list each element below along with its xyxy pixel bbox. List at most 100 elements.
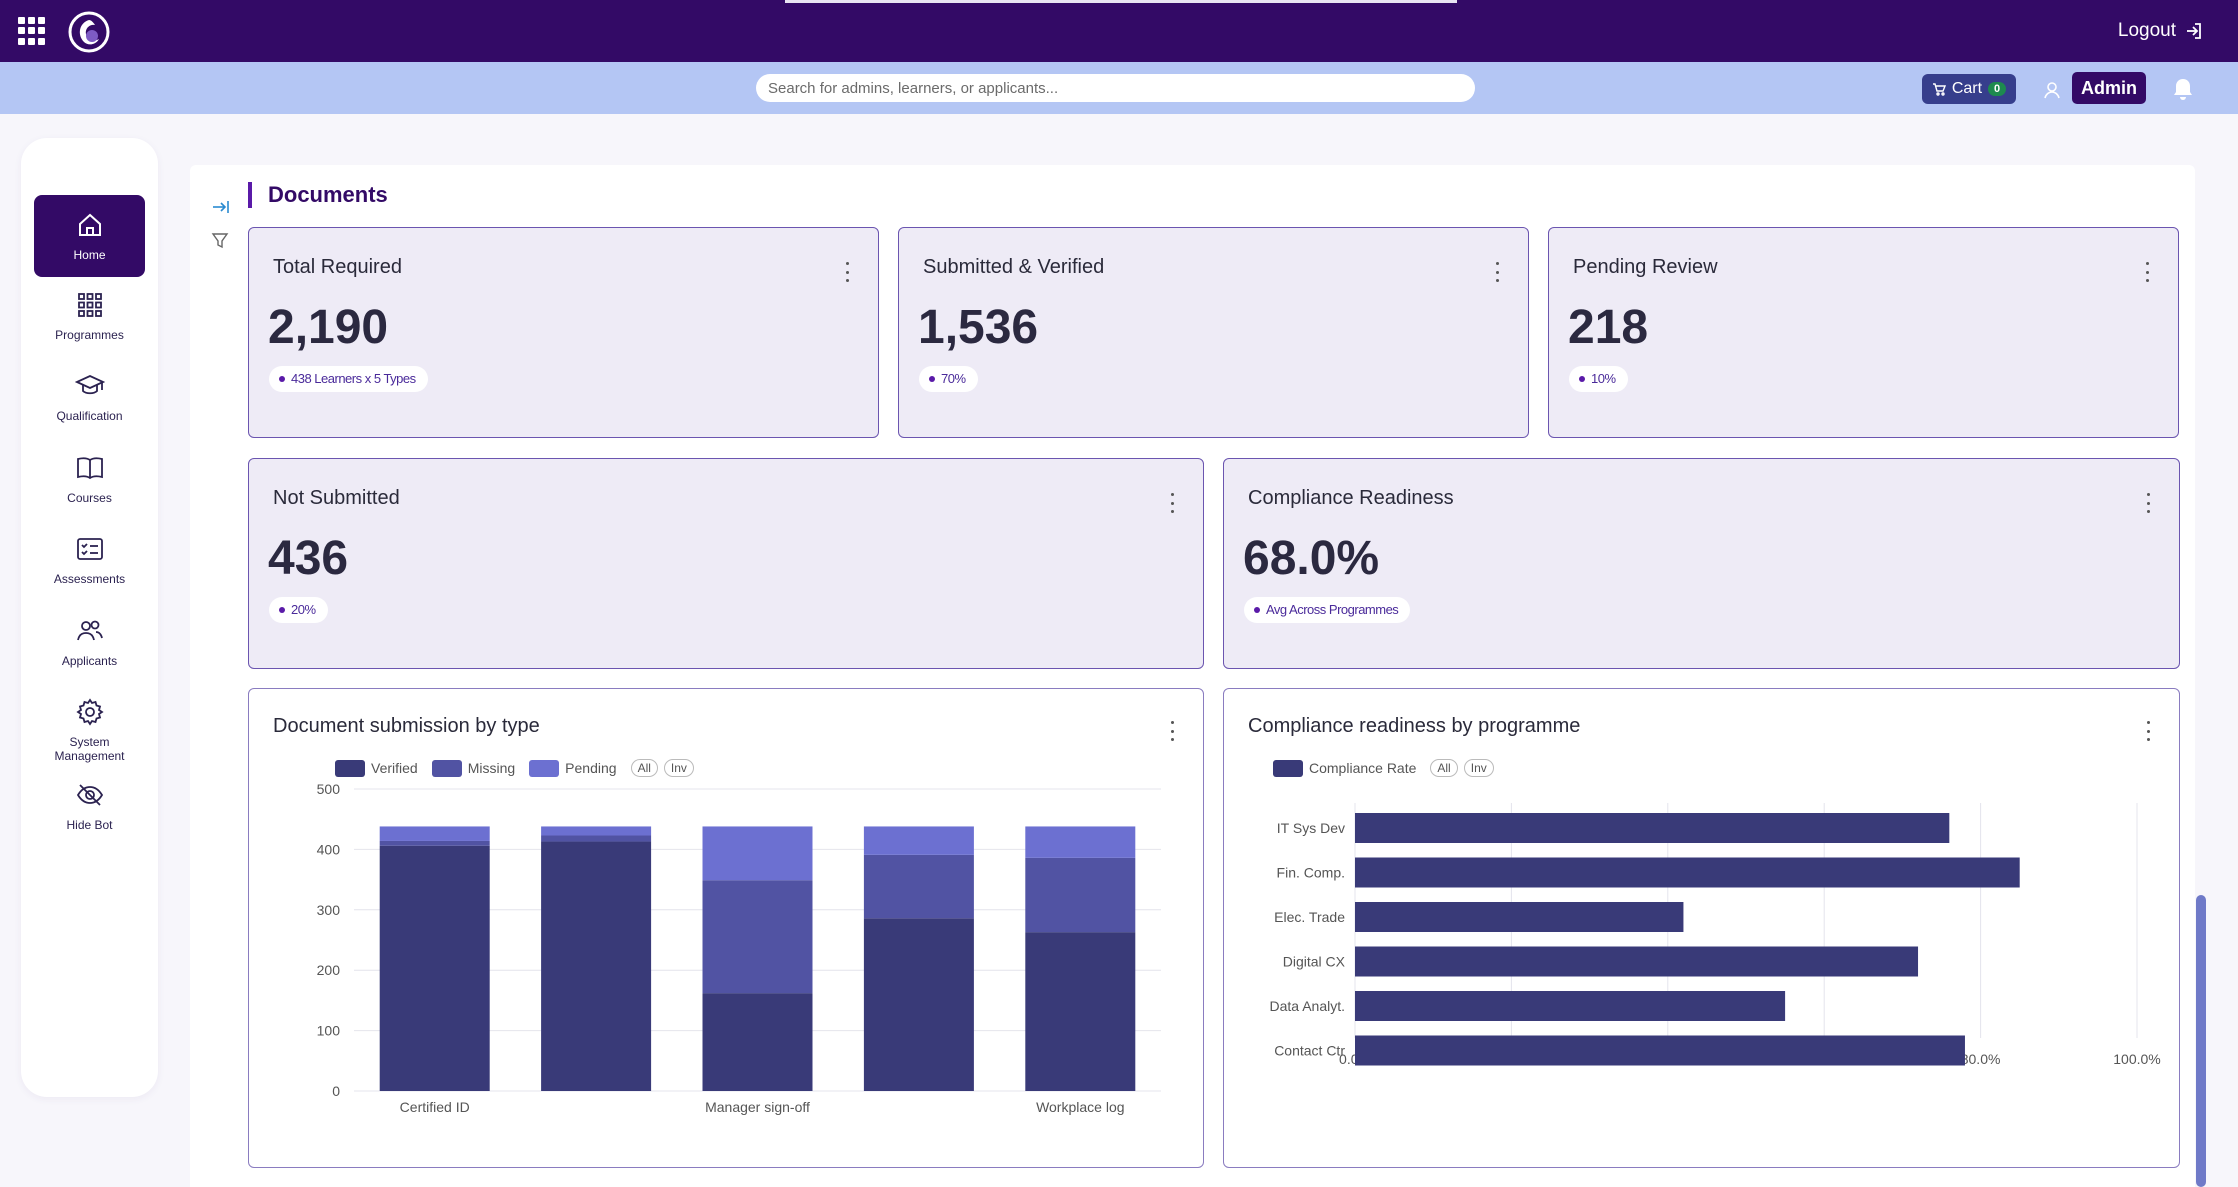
- kpi-card-pending-review: Pending Review 218 10%: [1548, 227, 2179, 438]
- bar: [1355, 1035, 1965, 1066]
- chart-title: Document submission by type: [273, 715, 540, 737]
- users-icon: [76, 620, 103, 641]
- sidebar-item-courses[interactable]: Courses: [34, 438, 145, 520]
- y-tick-label: 100: [317, 1023, 341, 1039]
- sidebar-item-label: Qualification: [56, 409, 123, 423]
- card-title: Total Required: [273, 256, 402, 278]
- legend-label: Pending: [565, 760, 617, 776]
- eye-off-icon: [76, 784, 103, 806]
- kpi-card-submitted-verified: Submitted & Verified 1,536 70%: [898, 227, 1529, 438]
- y-tick-label: 500: [317, 781, 341, 797]
- legend-item-pending[interactable]: Pending: [529, 759, 617, 777]
- sidebar-item-label: Courses: [67, 491, 112, 505]
- more-options-icon[interactable]: [846, 262, 850, 282]
- more-options-icon[interactable]: [1171, 493, 1175, 513]
- logout-icon: [2187, 23, 2201, 39]
- card-title: Pending Review: [1573, 256, 1718, 278]
- expand-panel-icon[interactable]: [212, 200, 230, 214]
- y-tick-label: Digital CX: [1283, 954, 1346, 970]
- kpi-card-total-required: Total Required 2,190 438 Learners x 5 Ty…: [248, 227, 879, 438]
- card-badge: 438 Learners x 5 Types: [269, 366, 428, 392]
- bar-segment-pending: [702, 826, 813, 881]
- brand-logo[interactable]: [68, 11, 110, 53]
- loading-progress-bar: [785, 0, 1457, 3]
- bar-segment-missing: [863, 854, 974, 919]
- legend-swatch: [529, 759, 560, 777]
- scrollbar-thumb[interactable]: [2196, 895, 2206, 1187]
- admin-badge[interactable]: Admin: [2072, 72, 2146, 104]
- bar-segment-pending: [1025, 826, 1136, 858]
- bar-segment-missing: [541, 835, 652, 842]
- y-tick-label: 0: [332, 1083, 340, 1099]
- sidebar-item-label: Assessments: [53, 572, 126, 586]
- bar: [1355, 857, 2020, 888]
- bell-icon[interactable]: [2172, 77, 2194, 101]
- stacked-bar-chart: 0 100 200 300 400 500 Certified ID Manager sign…: [317, 781, 1161, 1115]
- bar: [1355, 813, 1950, 843]
- bar-segment-verified: [702, 993, 813, 1091]
- more-options-icon[interactable]: [1171, 721, 1175, 741]
- x-tick-label: 100.0%: [2113, 1051, 2160, 1067]
- x-tick-label: Workplace log: [1036, 1099, 1124, 1115]
- legend-swatch: [431, 759, 462, 777]
- sidebar-item-hide-bot[interactable]: Hide Bot: [34, 765, 145, 847]
- sidebar-item-home[interactable]: Home: [34, 195, 145, 277]
- app-launcher-icon[interactable]: [18, 17, 46, 45]
- bar-segment-verified: [379, 845, 490, 1091]
- legend-all-toggle[interactable]: All: [1430, 759, 1458, 777]
- legend-all-toggle[interactable]: All: [630, 759, 658, 777]
- sidebar-item-assessments[interactable]: Assessments: [34, 519, 145, 601]
- card-badge: 10%: [1569, 366, 1628, 392]
- legend-item-missing[interactable]: Missing: [431, 759, 516, 777]
- legend-swatch: [1273, 759, 1303, 777]
- book-icon: [76, 457, 103, 480]
- bar-segment-verified: [1025, 932, 1136, 1091]
- card-value: 2,190: [268, 301, 389, 354]
- cart-button[interactable]: Cart 0: [1922, 74, 2016, 104]
- legend-invert-toggle[interactable]: Inv: [663, 759, 694, 777]
- legend-item-verified[interactable]: Verified: [335, 759, 418, 777]
- bar-segment-pending: [541, 826, 652, 836]
- bar-segment-missing: [379, 840, 490, 846]
- x-tick-label: Certified ID: [400, 1099, 470, 1115]
- cart-label: Cart: [1951, 80, 1983, 97]
- sidebar-item-programmes[interactable]: Programmes: [34, 275, 145, 357]
- legend-swatch: [335, 759, 365, 777]
- cart-count-badge: 0: [1988, 82, 2007, 96]
- logout-button[interactable]: Logout: [2118, 20, 2204, 42]
- logout-label: Logout: [2117, 20, 2176, 41]
- legend-invert-toggle[interactable]: Inv: [1463, 759, 1494, 777]
- y-tick-label: Elec. Trade: [1274, 909, 1345, 925]
- sidebar-item-qualification[interactable]: Qualification: [34, 356, 145, 438]
- x-tick-label: Manager sign-off: [705, 1099, 810, 1115]
- legend-item-compliance-rate[interactable]: Compliance Rate: [1273, 759, 1416, 777]
- sidebar-item-label: Applicants: [61, 654, 118, 668]
- bar-segment-verified: [541, 841, 652, 1091]
- horizontal-bar-chart: 0.0%20.0%40.0%60.0%80.0%100.0%IT Sys Dev…: [1270, 803, 2161, 1067]
- gear-icon: [75, 698, 104, 726]
- bar: [1355, 946, 1919, 977]
- sidebar-item-label: Hide Bot: [66, 818, 113, 832]
- bar: [1355, 991, 1786, 1021]
- bar-segment-missing: [1025, 857, 1136, 933]
- more-options-icon[interactable]: [1496, 262, 1500, 282]
- more-options-icon[interactable]: [2146, 262, 2150, 282]
- user-icon[interactable]: [2042, 80, 2062, 100]
- filter-icon[interactable]: [211, 232, 229, 250]
- cart-icon: [1932, 83, 1946, 96]
- more-options-icon[interactable]: [2147, 721, 2151, 741]
- sidebar-item-system-management[interactable]: System Management: [34, 689, 145, 771]
- chart-card-compliance: Compliance readiness by programme Compli…: [1223, 688, 2180, 1168]
- card-title: Not Submitted: [273, 487, 400, 509]
- chart-legend: Verified Missing Pending All Inv: [335, 759, 694, 777]
- y-tick-label: Contact Ctr: [1274, 1043, 1345, 1059]
- more-options-icon[interactable]: [2147, 493, 2151, 513]
- search-input[interactable]: [756, 74, 1475, 102]
- sidebar-item-label: System Management: [54, 735, 125, 763]
- card-badge: 20%: [269, 597, 328, 623]
- bar-segment-missing: [702, 880, 813, 994]
- y-tick-label: IT Sys Dev: [1277, 820, 1345, 836]
- legend-label: Missing: [467, 760, 516, 776]
- sidebar-item-applicants[interactable]: Applicants: [34, 601, 145, 683]
- home-icon: [78, 213, 101, 236]
